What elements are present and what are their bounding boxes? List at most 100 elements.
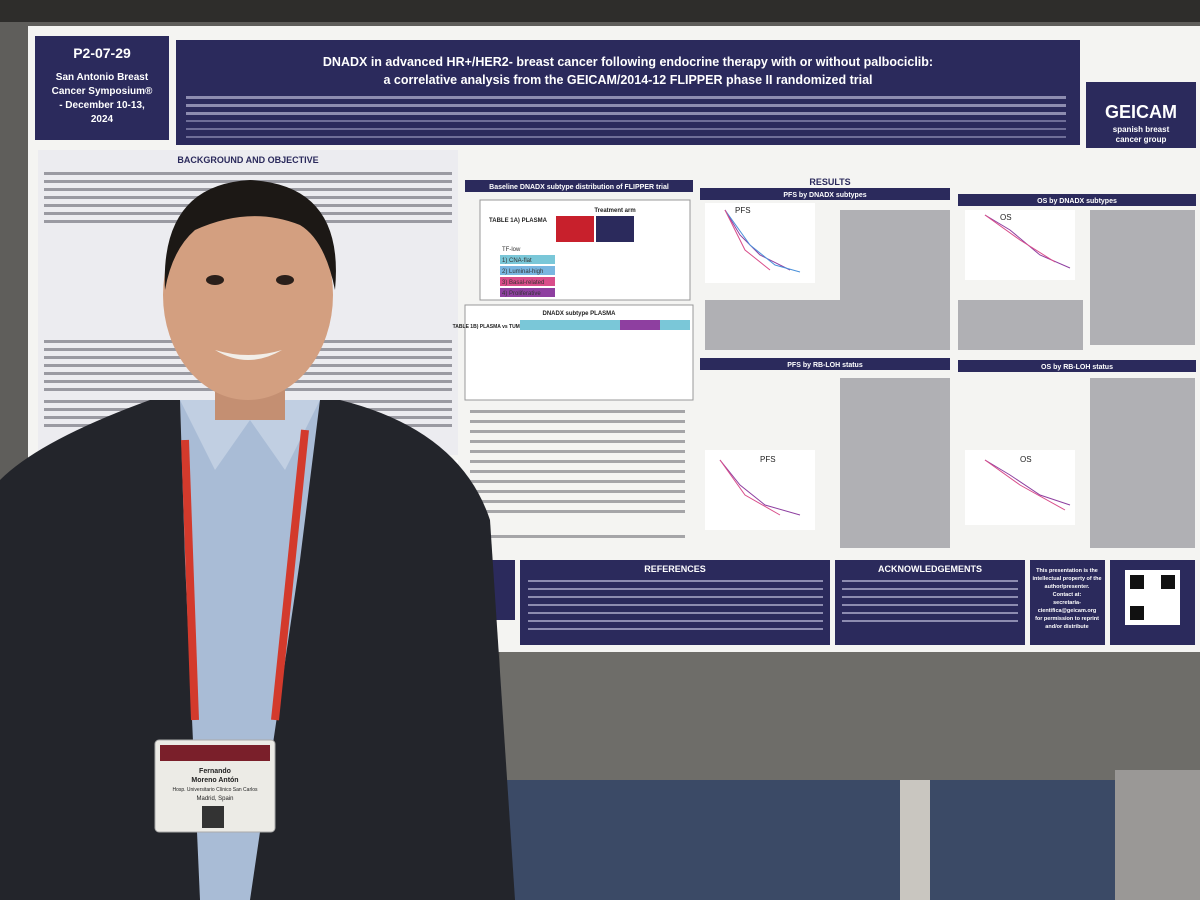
row-label: 4) Proliferative	[502, 291, 541, 297]
contact-text: This presentation is the intellectual pr…	[1032, 568, 1101, 630]
text-line	[528, 620, 823, 622]
header-colors	[520, 320, 690, 330]
author-line	[186, 128, 1066, 130]
session-box	[35, 36, 169, 140]
results-text	[705, 210, 1195, 548]
arm-cell	[556, 216, 594, 242]
contact-line: intellectual property of the	[1032, 576, 1101, 582]
org-box	[1086, 82, 1196, 148]
face	[163, 190, 333, 400]
text-line	[528, 612, 823, 614]
contact-line: author/presenter.	[1045, 584, 1090, 590]
org-subtitle: spanish breast	[1113, 125, 1170, 134]
text-line	[470, 450, 685, 453]
eye	[276, 275, 294, 285]
text-block	[958, 300, 1083, 350]
text-line	[470, 535, 685, 538]
smile	[215, 350, 282, 360]
lanyard	[181, 439, 199, 721]
badge-location: Madrid, Spain	[196, 796, 233, 802]
text-line	[528, 596, 823, 598]
author-line	[186, 112, 1066, 115]
lanyard	[271, 429, 309, 721]
row-color	[500, 277, 555, 286]
badge-affiliation: Hosp. Universitario Clínico San Carlos	[172, 787, 258, 793]
text-line	[528, 580, 823, 582]
contact-line: and/or distribute	[1045, 624, 1088, 630]
curve	[719, 459, 781, 516]
badge-name: Fernando	[199, 768, 231, 775]
plot-label: OS	[1020, 455, 1032, 464]
row-color	[500, 288, 555, 297]
header-colors	[620, 320, 660, 330]
plot-label: PFS	[735, 206, 751, 215]
author-line	[186, 136, 1066, 138]
text-line	[842, 596, 1018, 598]
text-line	[528, 588, 823, 590]
notes-text	[470, 410, 685, 538]
text-block	[840, 378, 950, 548]
badge-name: Moreno Antón	[191, 777, 238, 784]
subheading-bar	[465, 180, 693, 192]
text-line	[44, 172, 452, 175]
contact-line: cientifica@geicam.org	[1038, 608, 1097, 614]
text-block	[705, 300, 950, 350]
km-plot: OS	[965, 450, 1075, 525]
author-line	[186, 104, 1066, 107]
qr-finder	[1130, 606, 1144, 620]
qr-finder	[1161, 575, 1175, 589]
text-block	[1090, 378, 1195, 548]
text-line	[470, 510, 685, 513]
subheading: OS by RB-LOH status	[1041, 364, 1113, 371]
plot-area	[965, 450, 1075, 525]
author-lines	[186, 96, 1066, 138]
plot-label: PFS	[760, 455, 776, 464]
curve	[724, 209, 801, 273]
row-color	[500, 255, 555, 264]
text-line	[528, 604, 823, 606]
text-line	[470, 480, 685, 483]
text-block	[1090, 210, 1195, 345]
plot-area	[705, 450, 815, 530]
table	[464, 304, 694, 401]
subheading-bar	[958, 194, 1196, 206]
text-line	[470, 470, 685, 473]
session-code: P2-07-29	[73, 45, 131, 61]
row-label: TF-low	[502, 247, 521, 253]
subheading-bar	[700, 188, 950, 200]
plot-area	[965, 210, 1075, 280]
curve	[984, 459, 1071, 506]
poster-title: DNADX in advanced HR+/HER2- breast cance…	[323, 55, 933, 69]
subheading-bar	[958, 360, 1196, 372]
km-plot: PFS	[705, 203, 815, 283]
text-line	[470, 460, 685, 463]
text-line	[470, 500, 685, 503]
badge	[154, 739, 276, 833]
text-line	[470, 420, 685, 423]
text-line	[470, 410, 685, 413]
text-line	[842, 612, 1018, 614]
section-heading: BACKGROUND AND OBJECTIVE	[177, 155, 318, 165]
carpet	[470, 780, 1200, 900]
km-plot: OS	[965, 210, 1075, 280]
km-plot: PFS	[705, 450, 815, 530]
contact-line: secretaria-	[1053, 600, 1081, 606]
acknowledgements-box	[835, 560, 1025, 645]
arm-cell	[596, 216, 634, 242]
symposium: Cancer Symposium®	[52, 86, 153, 97]
text-line	[842, 620, 1018, 622]
hair	[164, 180, 336, 290]
text-line	[842, 604, 1018, 606]
curve	[984, 214, 1056, 263]
subheading-bar	[700, 358, 950, 370]
text-line	[470, 490, 685, 493]
curve	[984, 459, 1066, 511]
section-heading: ACKNOWLEDGEMENTS	[878, 564, 982, 574]
section-heading: REFERENCES	[644, 564, 706, 574]
row-label: 3) Basal-related	[502, 280, 544, 286]
text-line	[470, 430, 685, 433]
author-line	[186, 96, 1066, 99]
subheading: PFS by DNADX subtypes	[783, 192, 866, 199]
